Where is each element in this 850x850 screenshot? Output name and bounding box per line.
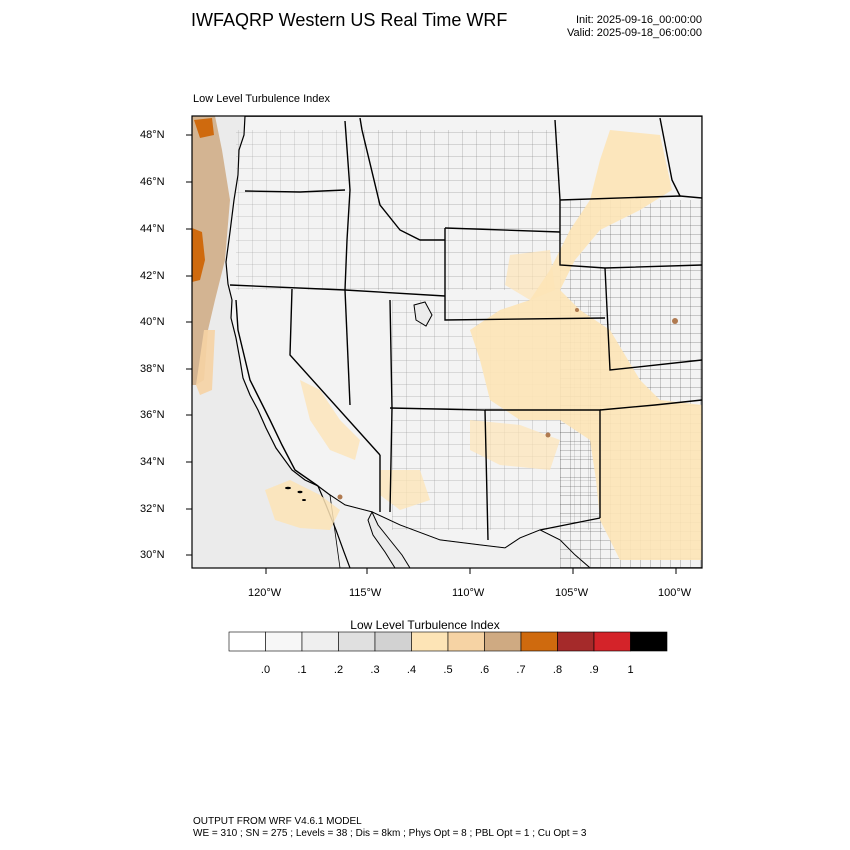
colorbar-box	[301, 631, 339, 652]
colorbar-tick-label: .7	[516, 664, 526, 676]
colorbar-tick-label: .2	[333, 664, 344, 676]
lon-label-120w: 120°W	[248, 587, 282, 599]
lon-ticks	[265, 568, 677, 574]
colorbar-box	[520, 631, 558, 652]
lat-label-48: 48°N	[140, 129, 165, 141]
lon-label-100w: 100°W	[658, 587, 692, 599]
state-boundaries	[229, 116, 702, 541]
gulf-of-california	[367, 510, 411, 568]
colorbar-tick-label: .9	[589, 664, 599, 676]
colorbar-tick-label: .0	[260, 664, 271, 676]
colorbar-tick-label: .8	[552, 664, 563, 676]
colorbar-tick-label: .4	[406, 664, 417, 676]
lat-label-34: 34°N	[140, 456, 165, 468]
map-frame	[191, 115, 703, 569]
colorbar-box	[338, 631, 376, 652]
colorbar-tick-label: 1	[627, 664, 634, 676]
footer-model: OUTPUT FROM WRF V4.6.1 MODEL	[193, 816, 362, 827]
init-time: Init: 2025-09-16_00:00:00	[576, 14, 702, 26]
lat-label-36: 36°N	[140, 409, 165, 421]
great-salt-lake	[413, 301, 433, 327]
colorbar-tick-label: .3	[370, 664, 380, 676]
colorbar-box	[228, 631, 266, 652]
lat-label-40: 40°N	[140, 316, 165, 328]
county-lines-northwest	[236, 130, 360, 290]
colorbar-box	[447, 631, 485, 652]
colorbar-box	[374, 631, 412, 652]
plot-title: IWFAQRP Western US Real Time WRF	[191, 10, 508, 30]
colorbar-tick-label: .1	[297, 664, 307, 676]
lat-label-42: 42°N	[140, 270, 165, 282]
colorbar-box	[593, 631, 631, 652]
colorbar-box	[265, 631, 303, 652]
lat-label-44: 44°N	[140, 223, 165, 235]
lat-ticks	[186, 134, 192, 556]
lat-label-46: 46°N	[140, 176, 165, 188]
lon-label-110w: 110°W	[452, 587, 485, 599]
lon-label-105w: 105°W	[555, 587, 589, 599]
lat-label-38: 38°N	[140, 363, 165, 375]
lat-label-32: 32°N	[140, 503, 165, 515]
colorbar-box	[411, 631, 449, 652]
footer-settings: WE = 310 ; SN = 275 ; Levels = 38 ; Dis …	[193, 828, 587, 839]
colorbar-box	[630, 631, 668, 652]
panel-subtitle: Low Level Turbulence Index	[193, 93, 330, 105]
channel-islands	[285, 486, 306, 501]
colorbar-box	[484, 631, 522, 652]
colorbar	[228, 631, 668, 652]
lon-label-115w: 115°W	[349, 587, 382, 599]
turbulence-shading	[192, 116, 702, 560]
colorbar-title: Low Level Turbulence Index	[350, 618, 500, 632]
colorbar-box	[557, 631, 595, 652]
colorbar-tick-label: .5	[443, 664, 453, 676]
lat-label-30: 30°N	[140, 549, 165, 561]
valid-time: Valid: 2025-09-18_06:00:00	[567, 27, 702, 39]
colorbar-tick-label: .6	[479, 664, 490, 676]
california-coast	[235, 299, 319, 487]
